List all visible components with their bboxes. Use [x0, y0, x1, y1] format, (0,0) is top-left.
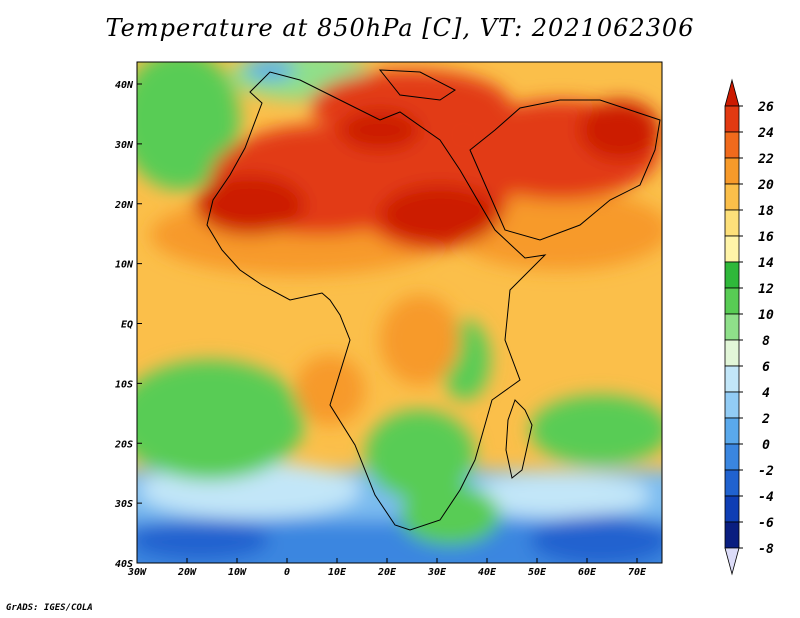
colorbar-label: 2 [761, 412, 770, 427]
lon-label: 30E [427, 567, 447, 578]
lat-label: EQ [121, 320, 133, 331]
colorbar-label: 18 [758, 204, 774, 219]
colorbar-label: -8 [758, 542, 774, 557]
lat-label: 10S [115, 379, 133, 390]
lon-label: 20W [177, 567, 197, 578]
colorbar-label: -2 [758, 464, 774, 479]
colorbar-label: 12 [758, 282, 774, 297]
colorbar-label: -4 [758, 490, 774, 505]
colorbar-label: 22 [757, 152, 774, 167]
colorbar-swatch [724, 443, 740, 471]
colorbar-swatch [724, 339, 740, 367]
lon-label: 10E [328, 567, 347, 578]
colorbar-swatch [724, 469, 740, 497]
colorbar-swatch [724, 287, 740, 315]
lon-label: 60E [578, 567, 597, 578]
lat-label: 30N [114, 140, 134, 151]
colorbar-label: 24 [757, 126, 774, 141]
colorbar-label: 0 [762, 438, 770, 453]
lat-label: 20S [114, 439, 133, 450]
colorbar-label: -6 [758, 516, 774, 531]
lon-label: 40E [478, 567, 497, 578]
map-frame [136, 61, 663, 564]
colorbar-label: 8 [762, 334, 770, 349]
colorbar-swatch [724, 495, 740, 523]
colorbar-label: 16 [758, 230, 774, 245]
lat-label: 20N [114, 200, 134, 211]
colorbar-swatch [724, 417, 740, 445]
colorbar-label: 14 [758, 256, 774, 271]
colorbar-swatch [724, 521, 740, 549]
lon-label: 70E [628, 567, 647, 578]
colorbar-swatch [724, 261, 740, 289]
temperature-field [137, 62, 662, 563]
lat-label: 40N [115, 80, 134, 91]
colorbar-swatch [724, 209, 740, 237]
latitude-labels: 40N 30N 20N 10N EQ 10S 20S 30S 40S [114, 80, 142, 570]
colorbar-swatch [724, 105, 740, 133]
colorbar-swatch [724, 391, 740, 419]
grads-credit: GrADS: IGES/COLA [6, 603, 93, 613]
lat-label: 30S [114, 499, 133, 510]
coastlines [206, 69, 661, 531]
colorbar-swatch [724, 131, 740, 159]
longitude-labels: 30W 20W 10W 0 10E 20E 30E 40E 50E 60E 70E [127, 558, 647, 578]
colorbar-label: 4 [762, 386, 770, 401]
colorbar-swatch [724, 183, 740, 211]
colorbar-swatch [724, 235, 740, 263]
lon-label: 50E [528, 567, 547, 578]
colorbar-bottom-triangle [724, 547, 740, 576]
colorbar-swatch [724, 313, 740, 341]
lon-label: 10W [228, 567, 247, 578]
lon-label: 20E [377, 567, 397, 578]
colorbar-label: 10 [758, 308, 774, 323]
colorbar-top-triangle [724, 78, 740, 107]
colorbar-swatch [724, 157, 740, 185]
lon-label: 0 [284, 567, 290, 578]
lon-label: 30W [127, 567, 147, 578]
colorbar-label: 6 [762, 360, 770, 375]
lat-label: 40S [115, 559, 133, 570]
map-title: Temperature at 850hPa [C], VT: 202106230… [105, 14, 695, 42]
colorbar-label: 26 [757, 100, 774, 115]
lat-label: 10N [115, 260, 134, 271]
colorbar-label: 20 [757, 178, 774, 193]
colorbar-swatch [724, 365, 740, 393]
